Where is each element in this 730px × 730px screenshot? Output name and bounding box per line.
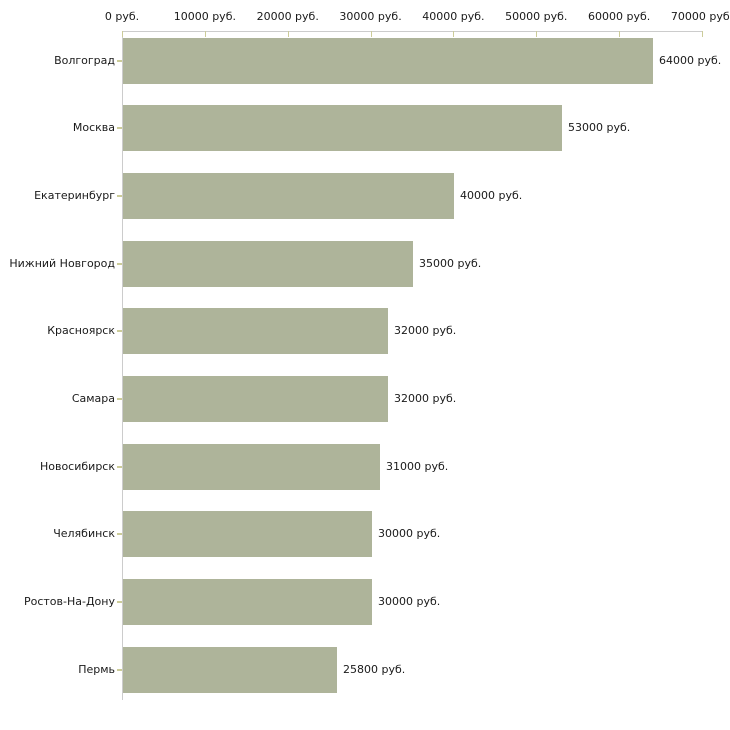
chart-row: Москва 53000 руб.: [0, 105, 730, 152]
x-tick-label: 30000 руб.: [339, 10, 402, 23]
category-label: Новосибирск: [39, 459, 115, 473]
x-tick-mark: [536, 31, 538, 37]
category-tick-mark: [117, 59, 122, 62]
x-tick-label: 20000 руб.: [256, 10, 319, 23]
chart-row: Новосибирск 31000 руб.: [0, 443, 730, 490]
bar: [123, 240, 413, 287]
category-tick-mark: [117, 398, 122, 400]
x-tick-mark: [453, 31, 455, 37]
x-tick-mark: [204, 31, 206, 37]
category-tick-mark: [117, 127, 122, 130]
chart-row: Самара 32000 руб.: [0, 376, 730, 422]
value-label: 30000 руб.: [378, 595, 441, 609]
value-label: 30000 руб.: [378, 527, 441, 541]
bar: [123, 646, 337, 693]
x-tick-label: 60000 руб.: [588, 10, 651, 23]
x-tick-label: 10000 руб.: [173, 10, 236, 23]
bar: [123, 579, 372, 626]
value-label: 32000 руб.: [394, 392, 457, 405]
chart-row: Екатеринбург 40000 руб.: [0, 172, 730, 219]
chart-row: Ростов-На-Дону 30000 руб.: [0, 579, 730, 626]
value-label: 25800 руб.: [343, 662, 406, 676]
category-tick-mark: [117, 668, 122, 671]
x-tick-label: 40000 руб.: [422, 10, 485, 23]
category-label: Самара: [71, 392, 115, 405]
chart-row: Пермь 25800 руб.: [0, 646, 730, 693]
value-label: 32000 руб.: [394, 324, 457, 338]
category-tick-mark: [117, 533, 122, 536]
y-axis-line: [122, 31, 123, 700]
category-label: Нижний Новгород: [9, 256, 115, 270]
x-tick-mark: [619, 31, 621, 37]
bar: [123, 443, 380, 490]
category-label: Пермь: [78, 662, 115, 676]
chart-row: Челябинск 30000 руб.: [0, 511, 730, 558]
value-label: 53000 руб.: [568, 121, 631, 135]
category-label: Красноярск: [47, 324, 115, 338]
x-tick-mark: [287, 31, 289, 37]
value-label: 35000 руб.: [419, 256, 482, 270]
category-tick-mark: [117, 194, 122, 197]
bar: [123, 308, 388, 355]
chart-row: Красноярск 32000 руб.: [0, 308, 730, 355]
category-tick-mark: [117, 601, 122, 604]
x-tick-label: 0 руб.: [104, 10, 140, 23]
category-tick-mark: [117, 330, 122, 333]
value-label: 64000 руб.: [659, 53, 722, 67]
value-label: 31000 руб.: [386, 459, 449, 473]
chart-row: Нижний Новгород 35000 руб.: [0, 240, 730, 287]
category-label: Ростов-На-Дону: [23, 595, 115, 609]
bar: [123, 172, 454, 219]
value-label: 40000 руб.: [460, 188, 523, 202]
bar: [123, 511, 372, 558]
bar: [123, 37, 653, 84]
chart-row: Волгоград 64000 руб.: [0, 37, 730, 84]
category-tick-mark: [117, 465, 122, 468]
x-tick-mark: [702, 31, 703, 37]
x-tick-mark: [122, 31, 123, 37]
x-axis-line: [122, 31, 702, 32]
category-label: Москва: [72, 121, 115, 135]
category-label: Волгоград: [54, 53, 115, 67]
x-tick-label: 50000 руб.: [505, 10, 568, 23]
category-tick-mark: [117, 262, 122, 265]
category-label: Челябинск: [53, 527, 115, 541]
x-tick-mark: [370, 31, 372, 37]
category-label: Екатеринбург: [34, 188, 115, 202]
bar: [123, 105, 562, 152]
x-tick-label: 70000 руб.: [670, 10, 730, 23]
bar: [123, 376, 388, 422]
